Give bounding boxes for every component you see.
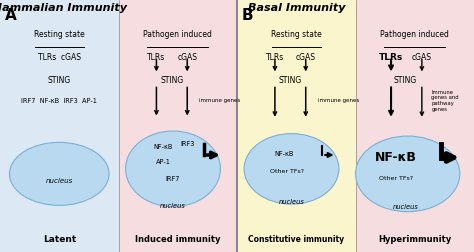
Text: nucleus: nucleus — [392, 204, 418, 210]
Text: cGAS: cGAS — [296, 53, 316, 62]
Text: TLRs: TLRs — [379, 53, 403, 62]
Bar — [118, 0, 237, 252]
Text: Pathogen induced: Pathogen induced — [143, 30, 212, 39]
Text: B: B — [242, 8, 254, 23]
Bar — [237, 0, 356, 252]
Text: Constitutive immunity: Constitutive immunity — [248, 235, 344, 244]
Text: Other TFs?: Other TFs? — [270, 169, 304, 174]
Text: immune genes: immune genes — [318, 98, 359, 103]
Text: cGAS: cGAS — [412, 53, 432, 62]
Text: STING: STING — [393, 76, 417, 85]
Text: Resting state: Resting state — [271, 30, 322, 39]
Text: IRF7: IRF7 — [166, 176, 180, 182]
Bar — [356, 0, 474, 252]
Bar — [0, 0, 118, 252]
Text: TLRs  cGAS: TLRs cGAS — [38, 53, 81, 62]
Text: nucleus: nucleus — [160, 203, 186, 209]
Text: NF-κB: NF-κB — [275, 151, 294, 157]
Text: STING: STING — [47, 76, 71, 85]
Text: Induced immunity: Induced immunity — [135, 235, 220, 244]
Text: STING: STING — [160, 76, 184, 85]
Text: nucleus: nucleus — [279, 199, 304, 205]
Text: STING: STING — [279, 76, 302, 85]
Text: Mammalian Immunity: Mammalian Immunity — [0, 3, 127, 13]
Ellipse shape — [9, 142, 109, 205]
Text: NF-κB: NF-κB — [375, 151, 417, 164]
Text: TLRs: TLRs — [266, 53, 284, 62]
Text: A: A — [5, 8, 17, 23]
Text: IRF3: IRF3 — [180, 141, 194, 147]
Text: Basal Immunity: Basal Immunity — [247, 3, 345, 13]
Text: Pathogen induced: Pathogen induced — [380, 30, 449, 39]
Ellipse shape — [356, 136, 460, 212]
Text: AP-1: AP-1 — [156, 159, 171, 165]
Ellipse shape — [244, 134, 339, 204]
Text: Immune
genes and
pathway
genes: Immune genes and pathway genes — [431, 90, 459, 112]
Text: immune genes: immune genes — [199, 98, 240, 103]
Text: cGAS: cGAS — [177, 53, 197, 62]
Text: TLRs: TLRs — [147, 53, 165, 62]
Text: Other TFs?: Other TFs? — [379, 176, 413, 181]
Text: Hyperimmunity: Hyperimmunity — [378, 235, 451, 244]
Text: NF-κB: NF-κB — [154, 144, 173, 150]
Text: nucleus: nucleus — [46, 178, 73, 184]
Ellipse shape — [126, 131, 220, 207]
Text: Latent: Latent — [43, 235, 76, 244]
Text: Resting state: Resting state — [34, 30, 85, 39]
Text: IRF7  NF-κB  IRF3  AP-1: IRF7 NF-κB IRF3 AP-1 — [21, 98, 97, 104]
